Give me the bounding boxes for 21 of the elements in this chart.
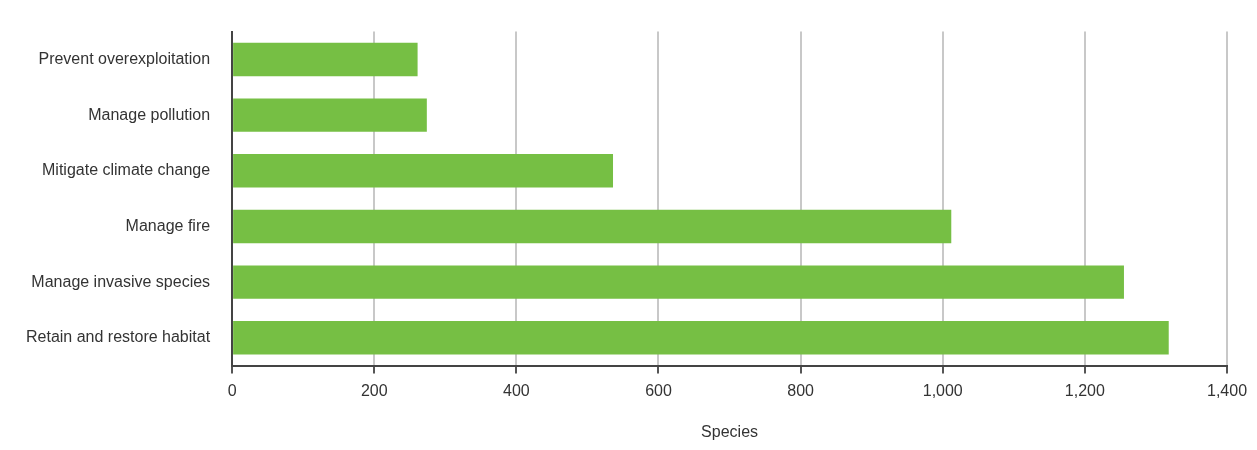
x-tick-label: 200 <box>360 381 388 399</box>
bar <box>233 154 614 188</box>
x-tick-label: 800 <box>787 381 815 399</box>
x-tick-label: 400 <box>503 381 530 399</box>
bar <box>233 42 418 77</box>
y-tick-label: Prevent overexploitation <box>38 49 211 67</box>
bar <box>233 321 1169 355</box>
x-tick-label: 1,000 <box>922 381 963 399</box>
x-tick-label: 1,200 <box>1064 381 1105 399</box>
bar <box>233 209 952 244</box>
x-tick-label: 0 <box>227 381 237 399</box>
x-tick-label: 1,400 <box>1206 381 1248 399</box>
y-tick-label: Retain and restore habitat <box>25 328 211 346</box>
bar <box>233 98 427 132</box>
y-tick-label: Mitigate climate change <box>42 161 211 179</box>
x-axis-title: Species <box>701 422 759 440</box>
y-tick-label: Manage pollution <box>88 105 211 123</box>
y-tick-label: Manage fire <box>125 216 211 234</box>
x-tick-label: 600 <box>645 381 672 399</box>
y-tick-label: Manage invasive species <box>31 272 211 290</box>
bar <box>233 265 1124 299</box>
